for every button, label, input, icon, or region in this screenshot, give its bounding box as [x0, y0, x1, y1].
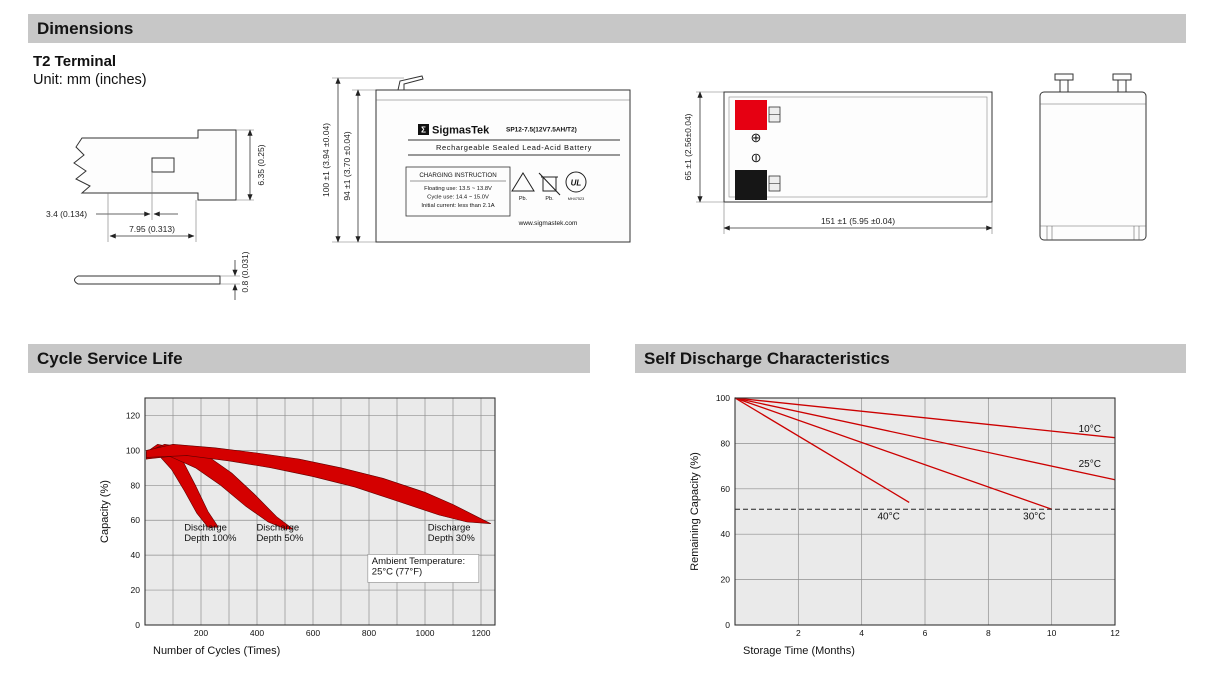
y-tick-label: 20 — [721, 575, 731, 585]
y-tick-label: 20 — [131, 585, 141, 595]
y-tick-label: 80 — [131, 480, 141, 490]
annotation: Ambient Temperature: 25°C (77°F) — [372, 556, 465, 578]
positive-terminal-marker — [735, 100, 767, 130]
x-tick-label: 600 — [306, 628, 320, 638]
charging-line3: Initial current: less than 2.1A — [421, 203, 494, 209]
y-axis-label: Remaining Capacity (%) — [689, 452, 701, 571]
ul-code-label: MH47523 — [568, 197, 584, 201]
y-axis-label: Capacity (%) — [99, 480, 111, 543]
x-tick-label: 10 — [1047, 628, 1057, 638]
dim-hole-offset-label: 3.4 (0.134) — [46, 209, 87, 219]
pb-label-2: Pb. — [545, 196, 554, 202]
section-header-self-discharge: Self Discharge Characteristics — [635, 344, 1186, 373]
y-tick-label: 100 — [716, 393, 730, 403]
terminal-detail-drawing: 3.4 (0.134) 7.95 (0.313) 6.35 (0.25) 0.8… — [46, 129, 266, 300]
dim-height-label: 6.35 (0.25) — [256, 144, 266, 185]
model-label: SP12-7.5(12V7.5AH/T2) — [506, 127, 577, 134]
terminal-blade-side-view — [74, 275, 221, 285]
charging-line2: Cycle use: 14.4 ~ 15.0V — [427, 195, 489, 201]
series-line — [734, 397, 1052, 510]
website-label: www.sigmastek.com — [518, 220, 578, 227]
series-line — [734, 397, 910, 503]
x-tick-label: 2 — [796, 628, 801, 638]
battery-case — [375, 89, 631, 243]
terminal-hole — [151, 157, 175, 173]
plot-border — [144, 397, 496, 626]
x-tick-label: 1200 — [472, 628, 491, 638]
dim-length-label: 151 ±1 (5.95 ±0.04) — [821, 216, 895, 226]
dim-thickness-label: 0.8 (0.031) — [240, 251, 250, 292]
y-tick-label: 40 — [131, 550, 141, 560]
recycle-icon — [511, 172, 535, 192]
terminal-heading: T2 Terminal Unit: mm (inches) — [33, 53, 147, 88]
x-tick-label: 800 — [362, 628, 376, 638]
battery-front-view: 100 ±1 (3.94 ±0.04) 94 ±1 (3.70 ±0.04) Σ… — [321, 75, 631, 243]
charging-title: CHARGING INSTRUCTION — [419, 172, 496, 179]
battery-end-view — [1039, 73, 1147, 241]
charging-instruction-box — [405, 166, 511, 217]
y-tick-label: 100 — [126, 445, 140, 455]
y-tick-label: 120 — [126, 410, 140, 420]
terminal-type-label: T2 Terminal — [33, 53, 117, 70]
cycle-service-life-chart: Discharge Depth 100% Discharge Depth 50% Dis… — [99, 397, 496, 657]
annotation: Discharge Depth 30% — [428, 523, 476, 545]
y-tick-label: 40 — [721, 529, 731, 539]
cycle-section-title: Cycle Service Life — [37, 348, 183, 368]
series-label: 40°C — [878, 511, 900, 522]
x-axis-label: Storage Time (Months) — [743, 645, 855, 657]
section-header-dimensions: Dimensions — [28, 14, 1186, 43]
x-tick-label: 400 — [250, 628, 264, 638]
series-label: 30°C — [1023, 511, 1045, 522]
dim-total-height-label: 100 ±1 (3.94 ±0.04) — [321, 123, 331, 197]
section-header-cycle-service-life: Cycle Service Life — [28, 344, 590, 373]
dimensions-title: Dimensions — [37, 18, 134, 38]
battery-subtitle: Rechargeable Sealed Lead-Acid Battery — [436, 143, 592, 152]
unit-label: Unit: mm (inches) — [33, 72, 147, 88]
annotation-box — [367, 554, 480, 583]
series-line — [734, 397, 1116, 481]
positive-symbol: ⊕ — [751, 130, 762, 145]
annotation: Discharge Depth 100% — [184, 523, 237, 545]
x-tick-label: 200 — [194, 628, 208, 638]
x-tick-label: 4 — [859, 628, 864, 638]
discharge-section-title: Self Discharge Characteristics — [644, 348, 890, 368]
charging-line1: Floating use: 13.5 ~ 13.8V — [424, 186, 492, 192]
y-tick-label: 60 — [131, 515, 141, 525]
sigma-logo-box — [418, 124, 429, 135]
negative-terminal-marker — [735, 170, 767, 200]
self-discharge-chart: 10°C 25°C 40°C 30°C 2 4 6 8 10 12 0 20 40 60 80 100 Rema… — [689, 393, 1120, 657]
terminal-blade-icon — [397, 75, 424, 91]
y-tick-label: 0 — [135, 620, 140, 630]
y-tick-label: 80 — [721, 438, 731, 448]
discharge-band — [146, 443, 491, 524]
x-tick-label: 8 — [986, 628, 991, 638]
x-tick-label: 1000 — [416, 628, 435, 638]
series-line — [734, 397, 1116, 439]
dim-width-label: 7.95 (0.313) — [129, 224, 175, 234]
dim-side-height-label: 65 ±1 (2.56±0.04) — [683, 113, 693, 180]
dim-body-height-label: 94 ±1 (3.70 ±0.04) — [342, 131, 352, 201]
y-tick-label: 0 — [725, 620, 730, 630]
brand-label: SigmasTek — [432, 125, 490, 137]
x-tick-label: 6 — [923, 628, 928, 638]
end-terminal-right — [1112, 73, 1132, 81]
series-label: 10°C — [1079, 424, 1101, 435]
battery-side-view: 65 ±1 (2.56±0.04) ⊕ ⊖ 151 ±1 (5.95 ±0.04… — [683, 91, 993, 234]
plot-border — [734, 397, 1116, 626]
end-case-outline — [1039, 91, 1147, 241]
y-tick-label: 60 — [721, 484, 731, 494]
series-label: 25°C — [1079, 459, 1101, 470]
x-axis-label: Number of Cycles (Times) — [153, 645, 280, 657]
end-terminal-left — [1054, 73, 1074, 81]
negative-symbol: ⊖ — [749, 153, 764, 164]
ul-label: UL — [571, 179, 582, 188]
x-tick-label: 12 — [1110, 628, 1120, 638]
sigma-logo-glyph: Σ — [421, 126, 426, 135]
pb-label-1: Pb. — [519, 196, 528, 202]
ul-certification-icon — [565, 171, 587, 193]
annotation: Discharge Depth 50% — [256, 523, 304, 545]
